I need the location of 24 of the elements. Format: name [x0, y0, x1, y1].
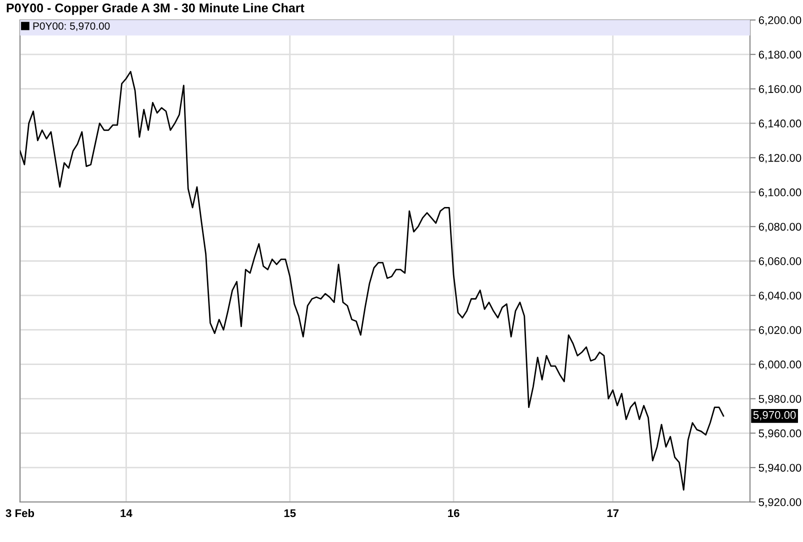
x-tick-label: 17 [607, 509, 619, 517]
y-tick-label: 6,000.00 [758, 360, 802, 370]
x-tick-label: 14 [120, 509, 132, 517]
y-tick-label: 6,140.00 [758, 120, 802, 129]
y-tick-label: 6,020.00 [758, 326, 802, 336]
y-tick-label: 6,100.00 [758, 188, 802, 198]
y-tick-label: 5,920.00 [758, 498, 802, 508]
y-tick-label: 6,060.00 [758, 257, 802, 266]
x-tick-label: 3 Feb [6, 508, 34, 518]
x-tick-label: 16 [448, 509, 460, 518]
y-tick-label: 6,040.00 [758, 292, 802, 301]
x-tick-label: 15 [284, 509, 296, 518]
line-series [20, 70, 724, 491]
y-tick-label: 5,980.00 [758, 394, 802, 404]
y-tick-label: 5,940.00 [758, 464, 802, 474]
chart-title: P0Y00 - Copper Grade A 3M - 30 Minute Line Chart [6, 3, 304, 15]
y-tick-label: 6,180.00 [758, 50, 802, 60]
y-tick-label: 6,200.00 [758, 16, 802, 26]
text: 5,970.00 [753, 411, 796, 420]
y-tick-label: 6,160.00 [758, 85, 802, 94]
legend-label: P0Y00: 5,970.00 [33, 22, 110, 31]
y-tick-label: 6,120.00 [758, 154, 802, 164]
y-tick-label: 6,080.00 [758, 222, 802, 232]
y-tick-label: 5,960.00 [758, 429, 802, 439]
